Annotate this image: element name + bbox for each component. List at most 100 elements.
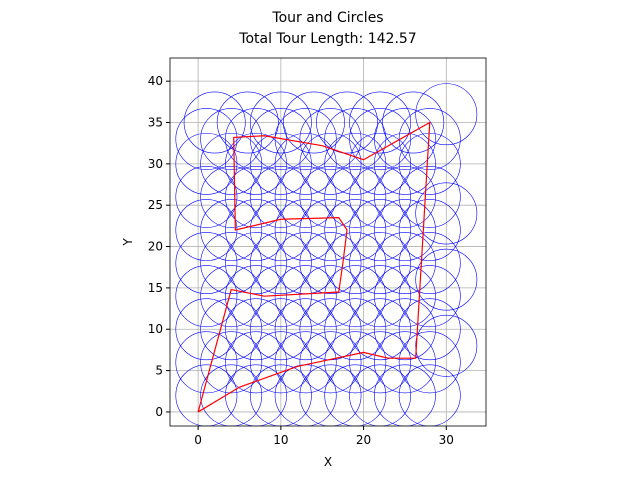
circle xyxy=(415,182,478,245)
circle xyxy=(324,265,387,328)
circle xyxy=(225,166,287,228)
tour-line xyxy=(197,121,431,413)
circle xyxy=(349,331,412,394)
circle xyxy=(175,132,238,195)
circle xyxy=(374,166,436,228)
circle xyxy=(382,91,445,154)
chart-subtitle: Total Tour Length: 142.57 xyxy=(238,31,416,47)
circle xyxy=(398,132,461,195)
circle xyxy=(398,232,461,294)
circle xyxy=(374,108,436,170)
circle xyxy=(299,232,362,294)
circle xyxy=(324,166,387,228)
circle xyxy=(349,199,412,261)
circle xyxy=(398,199,461,261)
circle xyxy=(324,364,387,426)
circle xyxy=(225,331,287,394)
circle xyxy=(324,331,387,394)
circle xyxy=(324,298,387,361)
circle xyxy=(299,132,362,195)
x-tick-label: 20 xyxy=(356,433,371,447)
circle xyxy=(249,91,312,154)
circle xyxy=(374,265,436,328)
y-tick-label: 35 xyxy=(148,116,163,130)
circle xyxy=(274,331,337,394)
circle xyxy=(225,199,287,261)
x-tick-label: 0 xyxy=(194,433,202,447)
chart-title: Tour and Circles xyxy=(271,10,383,26)
circle xyxy=(299,166,362,228)
circle xyxy=(249,232,312,294)
circle xyxy=(398,166,461,228)
circle xyxy=(283,91,345,154)
circle xyxy=(374,232,436,294)
grid xyxy=(170,58,486,426)
x-axis-label: X xyxy=(324,455,332,469)
plot-area xyxy=(175,83,478,426)
circle xyxy=(415,314,478,377)
circle xyxy=(274,132,337,195)
circle xyxy=(249,364,312,426)
circle xyxy=(349,364,412,426)
circle xyxy=(398,331,461,394)
circle xyxy=(175,364,238,426)
circle xyxy=(349,132,412,195)
circle xyxy=(316,91,378,154)
circle xyxy=(398,265,461,328)
circle xyxy=(349,265,412,328)
circle xyxy=(274,166,337,228)
y-tick-label: 25 xyxy=(148,198,163,212)
circle xyxy=(225,132,287,195)
y-tick-label: 15 xyxy=(148,281,163,295)
circle xyxy=(299,199,362,261)
circle xyxy=(175,108,238,170)
circle xyxy=(299,108,362,170)
y-tick-label: 10 xyxy=(148,322,163,336)
circle xyxy=(225,232,287,294)
circle xyxy=(349,91,412,154)
circle xyxy=(374,298,436,361)
circle xyxy=(324,199,387,261)
circle xyxy=(200,199,263,261)
circle xyxy=(200,364,263,426)
circle xyxy=(274,108,337,170)
circle xyxy=(225,265,287,328)
circle xyxy=(200,232,263,294)
circle xyxy=(349,298,412,361)
circle xyxy=(249,298,312,361)
circle xyxy=(415,248,478,311)
axes-frame xyxy=(169,57,487,427)
circle xyxy=(249,108,312,170)
circle xyxy=(398,364,461,426)
circle xyxy=(249,166,312,228)
circle xyxy=(249,265,312,328)
circle xyxy=(398,298,461,361)
circle xyxy=(249,132,312,195)
circle xyxy=(225,298,287,361)
circle xyxy=(200,298,263,361)
circle xyxy=(175,232,238,294)
y-tick-label: 0 xyxy=(155,405,163,419)
circle xyxy=(200,132,263,195)
circle xyxy=(398,108,461,170)
circle xyxy=(324,108,387,170)
circle xyxy=(249,199,312,261)
circle xyxy=(324,132,387,195)
circle xyxy=(374,199,436,261)
circle xyxy=(216,91,279,154)
circle xyxy=(183,91,246,154)
circle xyxy=(249,331,312,394)
circle xyxy=(299,331,362,394)
y-tick-label: 20 xyxy=(148,240,163,254)
circle xyxy=(175,265,238,328)
circle xyxy=(349,232,412,294)
x-tick-label: 10 xyxy=(273,433,288,447)
circle xyxy=(324,232,387,294)
circle xyxy=(349,166,412,228)
circle xyxy=(299,364,362,426)
circle xyxy=(200,331,263,394)
circle xyxy=(175,166,238,228)
circle xyxy=(299,265,362,328)
y-axis-label: Y xyxy=(121,238,135,247)
